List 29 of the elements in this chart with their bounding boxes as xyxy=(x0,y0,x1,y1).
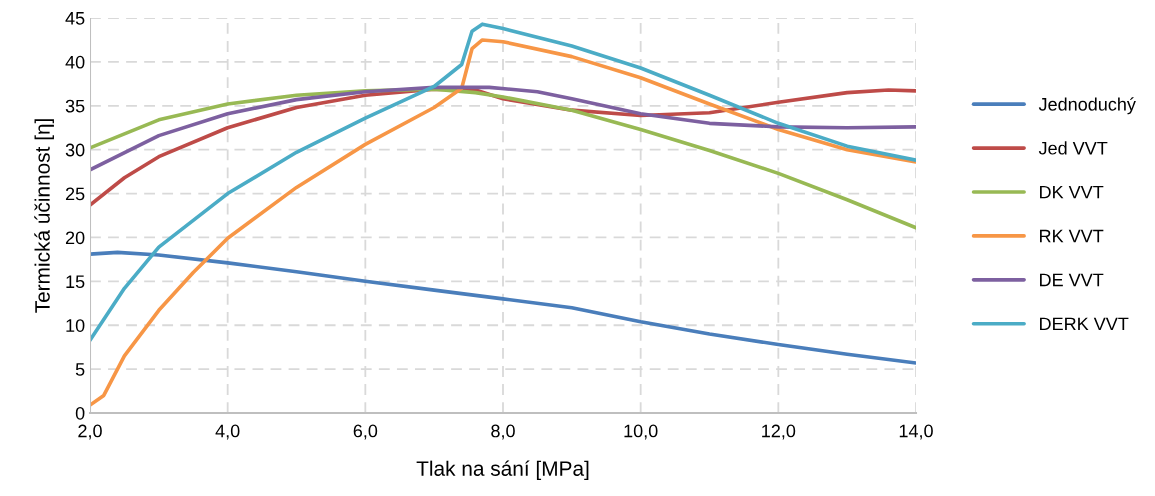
y-tick-label: 20 xyxy=(65,231,85,245)
y-tick-label: 0 xyxy=(75,406,85,420)
x-tick-label: 10,0 xyxy=(624,424,658,440)
y-tick-label: 30 xyxy=(65,143,85,157)
legend-label: Jednoduchý xyxy=(1038,97,1136,115)
legend-label: DERK VVT xyxy=(1040,317,1129,331)
legend-label: DK VVT xyxy=(1040,185,1104,199)
y-tick-label: 5 xyxy=(75,363,85,376)
legend-label: DE VVT xyxy=(1040,273,1104,287)
line-series xyxy=(90,85,916,172)
x-tick-label: 6,0 xyxy=(353,424,378,440)
y-axis-title: Termická účinnost [η] xyxy=(34,119,54,313)
x-tick-label: 12,0 xyxy=(762,424,796,440)
x-axis-title: Tlak na sání [MPa] xyxy=(416,460,589,481)
y-tick-label: 35 xyxy=(65,99,85,113)
y-tick-label: 10 xyxy=(66,319,85,332)
x-tick-label: 2,0 xyxy=(78,424,102,440)
legend-label: Jed VVT xyxy=(1038,141,1108,155)
y-tick-label: 40 xyxy=(65,55,85,69)
x-tick-label: 4,0 xyxy=(215,424,240,440)
y-tick-label: 25 xyxy=(65,187,85,201)
line-series xyxy=(90,22,916,342)
y-tick-label: 45 xyxy=(65,12,85,25)
legend-label: RK VVT xyxy=(1040,229,1104,243)
x-tick-label: 8,0 xyxy=(491,424,515,440)
y-tick-label: 15 xyxy=(66,275,85,289)
x-tick-label: 14,0 xyxy=(899,424,933,440)
line-series xyxy=(90,250,916,365)
line-series xyxy=(90,38,916,407)
